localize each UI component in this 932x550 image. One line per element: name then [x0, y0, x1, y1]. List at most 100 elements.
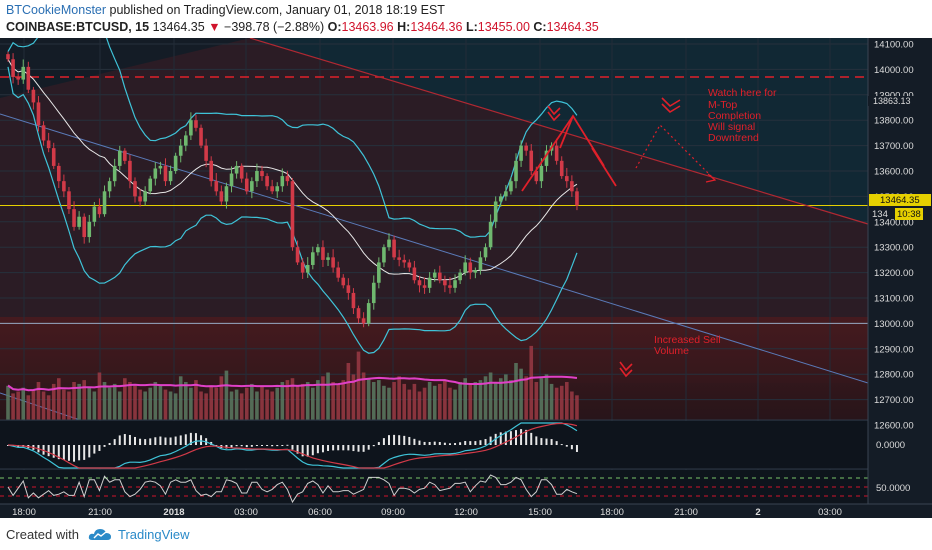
- volume-bar: [77, 383, 81, 420]
- volume-bar: [189, 387, 193, 420]
- descending-support-line[interactable]: [0, 113, 869, 384]
- volume-bar: [57, 378, 61, 420]
- volume-bar: [351, 374, 356, 420]
- candle-body: [153, 168, 158, 179]
- sell-volume-annotation[interactable]: Increased Sell Volume: [654, 334, 721, 357]
- price-tick-label: 13000.00: [874, 319, 914, 330]
- macd-bar: [418, 440, 421, 445]
- candle-body: [199, 127, 203, 146]
- macd-bar: [555, 441, 558, 445]
- macd-bar: [398, 435, 401, 445]
- rsi-line: [7, 474, 578, 504]
- tradingview-brand[interactable]: TradingView: [118, 527, 190, 542]
- macd-bar: [235, 445, 238, 447]
- time-axis[interactable]: [0, 504, 932, 518]
- macd-bar: [438, 442, 441, 445]
- candle-body: [260, 171, 264, 177]
- macd-bar: [362, 445, 365, 452]
- volume-bar: [148, 387, 153, 420]
- volume-bar: [255, 391, 259, 420]
- time-tick-label: 21:00: [88, 507, 112, 518]
- macd-bar: [316, 445, 319, 454]
- candle-body: [209, 160, 213, 182]
- volume-bar: [407, 389, 412, 420]
- price-tick-label: 13800.00: [874, 116, 914, 127]
- candle-body: [143, 191, 147, 202]
- macd-bar: [393, 434, 396, 445]
- macd-bar: [520, 429, 523, 445]
- projected-path[interactable]: [635, 124, 716, 181]
- candle-body: [407, 262, 412, 268]
- volume-bar: [412, 383, 417, 420]
- change-value: −398.78 (−2.88%): [224, 20, 325, 34]
- close-label: C:: [533, 20, 547, 34]
- footer: Created with TradingView: [0, 518, 932, 550]
- volume-bar: [544, 374, 549, 420]
- volume-bar: [31, 389, 36, 420]
- candle-body: [46, 140, 51, 149]
- publish-line: BTCookieMonster published on TradingView…: [6, 3, 445, 17]
- macd-bar: [464, 441, 467, 445]
- candle-body: [244, 178, 249, 192]
- volume-bar: [46, 395, 51, 420]
- volume-bar: [92, 391, 97, 420]
- candle-body: [11, 59, 15, 78]
- tradingview-cloud-icon[interactable]: [88, 526, 112, 542]
- candle-body: [351, 292, 356, 309]
- macd-bar: [266, 445, 269, 446]
- macd-bar: [144, 439, 147, 445]
- macd-bar: [286, 444, 289, 446]
- volume-bar: [575, 395, 579, 420]
- m-top-pattern-right[interactable]: [591, 147, 617, 187]
- price-tick-label: 13200.00: [874, 268, 914, 279]
- watch-line-1: Watch here for: [708, 87, 777, 99]
- candle-body: [224, 186, 229, 202]
- volume-bar: [316, 380, 320, 420]
- created-with-text: Created with: [6, 527, 79, 542]
- candle-body: [250, 181, 254, 192]
- volume-bar: [229, 391, 234, 420]
- candle-body: [21, 66, 26, 80]
- volume-bar: [488, 372, 493, 420]
- sell-line-2: Volume: [654, 345, 689, 357]
- price-axis[interactable]: [868, 38, 932, 504]
- volume-bar: [117, 391, 122, 420]
- volume-bar: [290, 378, 295, 420]
- time-tick-label: 18:00: [12, 507, 36, 518]
- watch-line-4: Will signal: [708, 121, 755, 133]
- volume-bar: [392, 382, 396, 420]
- volume-bar: [11, 393, 15, 420]
- macd-bar: [367, 445, 370, 450]
- watch-annotation[interactable]: Watch here for M-Top Completion Will sig…: [708, 87, 777, 144]
- macd-bar: [296, 445, 299, 454]
- descending-resistance-line[interactable]: [249, 37, 869, 225]
- volume-bar: [173, 393, 178, 420]
- macd-bar: [504, 431, 507, 445]
- volume-bar: [21, 387, 26, 420]
- chart-svg[interactable]: Watch here for M-Top Completion Will sig…: [0, 17, 932, 518]
- volume-bar: [270, 391, 274, 420]
- author-link[interactable]: BTCookieMonster: [6, 3, 107, 17]
- chevron-down-icon: [619, 361, 633, 378]
- symbol-label: COINBASE:BTCUSD, 15: [6, 20, 150, 34]
- volume-bar: [473, 382, 478, 420]
- macd-bar: [372, 445, 375, 447]
- volume-bar: [199, 391, 203, 420]
- candle-body: [158, 165, 163, 169]
- macd-bar: [479, 440, 482, 445]
- candle-body: [112, 165, 117, 182]
- volume-bar: [123, 378, 127, 420]
- price-tick-label: 13600.00: [874, 167, 914, 178]
- candle-body: [387, 239, 391, 248]
- candle-body: [422, 285, 427, 288]
- macd-bar: [306, 445, 309, 457]
- volume-bar: [554, 387, 559, 420]
- macd-bar: [408, 436, 411, 445]
- macd-bar: [454, 443, 457, 445]
- candle-body: [163, 165, 168, 182]
- chart-area[interactable]: Watch here for M-Top Completion Will sig…: [0, 17, 932, 518]
- volume-bar: [377, 380, 381, 420]
- volume-bar: [387, 387, 391, 420]
- volume-bar: [163, 389, 168, 420]
- macd-bar: [301, 445, 304, 457]
